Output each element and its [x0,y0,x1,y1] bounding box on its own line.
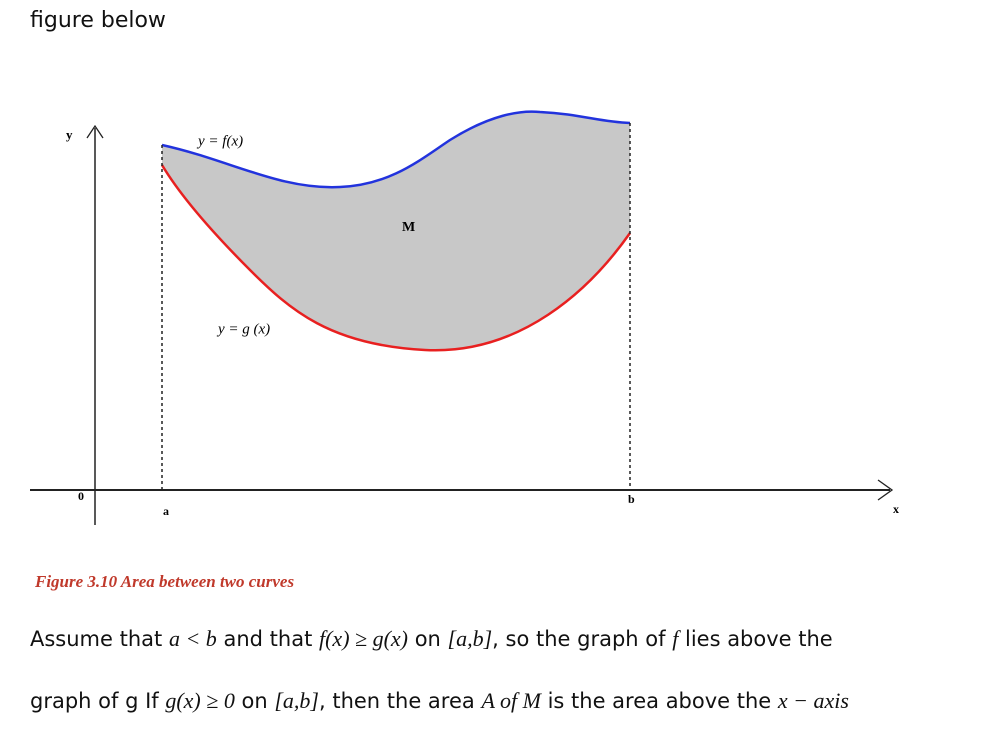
a-label: a [163,504,169,518]
f-curve [161,110,631,189]
math-expression: f(x) ≥ g(x) [318,626,409,651]
y-axis-label: y [66,127,73,142]
b-label: b [628,492,635,506]
text-segment: Assume that [30,627,169,651]
math-expression: x − axis [777,688,849,713]
text-segment: , then the area [318,689,482,713]
figure: y y = f(x) M y = g (x) 0 a b x [30,110,899,525]
text-segment: and that [216,627,319,651]
figure-caption: Figure 3.10 Area between two curves [35,572,295,591]
origin-label: 0 [78,489,84,503]
f-label: y = f(x) [196,133,243,149]
g-label: y = g (x) [216,321,270,337]
text-segment: on [408,627,448,651]
text-segment: graph of g If [30,689,166,713]
y-arrow [86,124,104,139]
math-expression: A of M [481,688,541,713]
g-curve [160,164,632,352]
x-axis-label: x [893,502,899,516]
math-expression: f [672,626,679,651]
math-expression: [a,b] [447,626,493,651]
text-line: Assume that a < b and that f(x) ≥ g(x) o… [30,626,833,652]
text-segment: is the area above the [540,689,778,713]
text-segment: , so the graph of [492,627,673,651]
x-arrow [877,479,894,501]
region-label: M [402,220,415,235]
math-expression: g(x) ≥ 0 [165,688,235,713]
math-expression: a < b [168,626,217,651]
intro-text: figure below [30,8,166,33]
text-line: graph of g If g(x) ≥ 0 on [a,b], then th… [30,688,849,714]
text-segment: on [234,689,275,713]
text-segment: lies above the [678,627,833,651]
region-fill [162,111,630,351]
math-expression: [a,b] [274,688,319,713]
